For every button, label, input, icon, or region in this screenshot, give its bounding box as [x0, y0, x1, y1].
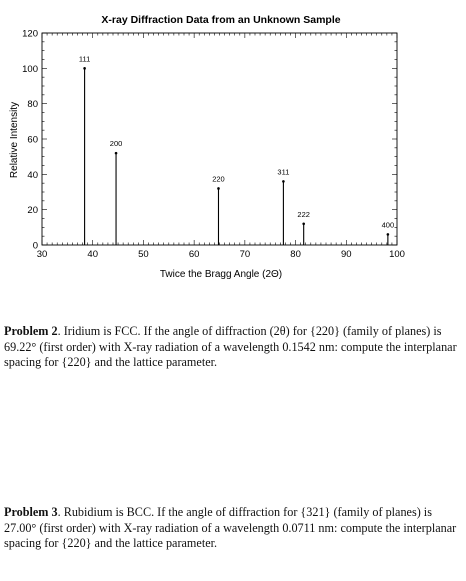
peak-label-400: 400	[382, 220, 395, 229]
peak-marker-111	[83, 67, 86, 70]
peak-marker-200	[114, 151, 118, 155]
x-tick-label: 50	[138, 249, 149, 260]
chart-title: X-ray Diffraction Data from an Unknown S…	[101, 14, 340, 26]
y-tick-label: 120	[22, 29, 38, 40]
problem-2-heading: Problem 2	[4, 324, 58, 338]
peak-label-222: 222	[297, 210, 310, 219]
y-tick-label: 80	[27, 99, 38, 110]
peak-marker-400	[386, 233, 390, 236]
problem-3-text: . Rubidium is BCC. If the angle of diffr…	[4, 505, 457, 550]
xrd-chart: X-ray Diffraction Data from an Unknown S…	[9, 14, 405, 280]
peak-marker-222	[302, 222, 305, 226]
y-tick-label: 20	[27, 205, 38, 216]
x-tick-label: 90	[341, 249, 352, 260]
problem-2: Problem 2. Iridium is FCC. If the angle …	[4, 324, 462, 371]
x-tick-label: 70	[240, 249, 251, 260]
plot-frame	[41, 32, 398, 246]
chart-peaks: 111 200 220 311 222 400	[79, 54, 394, 245]
peak-label-200: 200	[110, 139, 123, 148]
y-tick-label: 60	[27, 135, 38, 146]
chart-ticks: 30 40 50 60 70 80 90 100 0 20 40 60 80 100 120	[22, 29, 405, 261]
x-tick-label: 100	[389, 249, 405, 260]
chart-axes	[41, 32, 398, 246]
problem-2-text: . Iridium is FCC. If the angle of diffra…	[4, 324, 457, 369]
y-tick-label: 100	[22, 64, 38, 75]
x-tick-label: 30	[37, 249, 48, 260]
peak-label-111: 111	[79, 54, 90, 63]
x-tick-label: 40	[87, 249, 98, 260]
peak-label-311: 311	[277, 167, 289, 176]
problem-3: Problem 3. Rubidium is BCC. If the angle…	[4, 505, 462, 552]
peak-marker-311	[282, 180, 285, 183]
x-tick-label: 60	[189, 249, 200, 260]
x-tick-label: 80	[290, 249, 301, 260]
peak-label-220: 220	[212, 174, 225, 183]
x-axis-label: Twice the Bragg Angle (2Θ)	[160, 269, 282, 280]
y-axis-label: Relative Intensity	[9, 102, 20, 178]
y-tick-label: 40	[27, 170, 38, 181]
y-tick-label: 0	[33, 241, 38, 252]
peak-marker-220	[217, 187, 220, 190]
problem-3-heading: Problem 3	[4, 505, 58, 519]
